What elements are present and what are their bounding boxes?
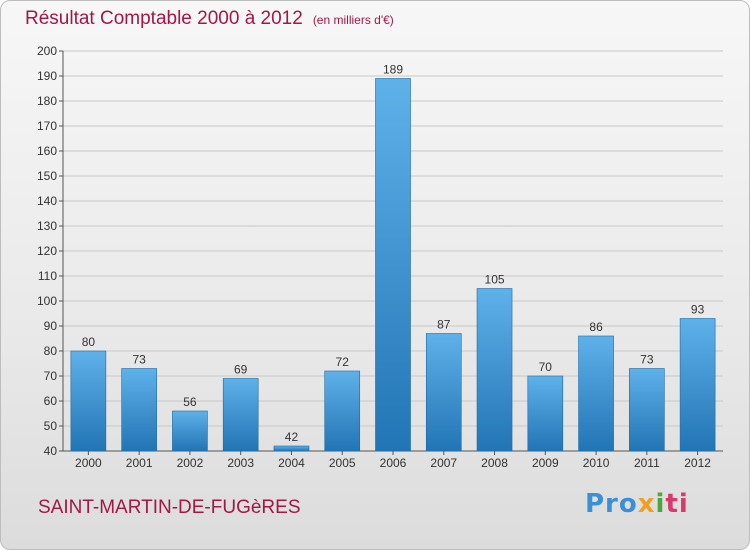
y-tick-label: 180 (37, 94, 57, 108)
x-tick-label: 2010 (583, 456, 610, 470)
y-tick-label: 60 (44, 394, 58, 408)
y-tick-label: 80 (44, 344, 58, 358)
x-tick-label: 2003 (227, 456, 254, 470)
bar (70, 350, 107, 452)
bar-value-label: 42 (285, 430, 299, 444)
x-tick-label: 2002 (177, 456, 204, 470)
x-tick-label: 2001 (126, 456, 153, 470)
y-tick-label: 170 (37, 119, 57, 133)
bar (273, 445, 310, 452)
bar-value-label: 73 (132, 353, 146, 367)
x-tick-label: 2012 (684, 456, 711, 470)
proxiti-logo[interactable]: Proxiti (585, 489, 689, 519)
logo-part-2: x (637, 489, 656, 519)
x-tick-label: 2011 (634, 456, 660, 470)
chart-title: Résultat Comptable 2000 à 2012 (25, 8, 303, 29)
x-tick-label: 2007 (430, 456, 457, 470)
bar (476, 288, 513, 452)
bar-value-label: 87 (437, 318, 451, 332)
bars (70, 78, 716, 452)
x-tick-label: 2006 (380, 456, 407, 470)
bar-value-label: 189 (383, 63, 403, 77)
y-tick-label: 140 (37, 194, 57, 208)
y-tick-label: 130 (37, 219, 57, 233)
x-tick-label: 2000 (75, 456, 102, 470)
bar-value-label: 69 (234, 363, 248, 377)
bar-value-label: 70 (539, 360, 553, 374)
logo-part-3: i (655, 489, 666, 519)
y-tick-label: 120 (37, 244, 57, 258)
bar-value-label: 80 (82, 335, 96, 349)
y-tick-label: 110 (38, 269, 57, 283)
y-tick-label: 200 (37, 44, 57, 58)
bar-value-label: 72 (336, 355, 350, 369)
bar (375, 78, 411, 452)
bar-value-label: 73 (640, 353, 654, 367)
chart-title-block: Résultat Comptable 2000 à 2012 (en millie… (25, 8, 394, 30)
y-tick-label: 50 (44, 419, 58, 433)
bar-value-label: 93 (691, 303, 705, 317)
bar (679, 318, 716, 452)
bar (527, 375, 564, 452)
logo-part-1: Pro (585, 489, 638, 519)
bar-value-label: 105 (485, 273, 505, 287)
y-tick-label: 190 (37, 69, 57, 83)
bar (425, 333, 462, 452)
x-tick-label: 2009 (532, 456, 559, 470)
y-tick-label: 150 (37, 169, 57, 183)
bar-value-label: 56 (183, 395, 197, 409)
y-tick-label: 40 (44, 444, 58, 458)
y-tick-label: 160 (37, 144, 57, 158)
town-name: SAINT-MARTIN-DE-FUGèRES (38, 497, 301, 518)
y-tick-label: 100 (37, 294, 57, 308)
bar (121, 368, 157, 452)
bar (578, 335, 614, 452)
x-tick-label: 2004 (278, 456, 305, 470)
labels: 80 2000 73 2001 56 2002 69 2003 42 2004 72 2005 189 2… (75, 63, 711, 471)
bar (629, 368, 665, 452)
bar (172, 410, 208, 452)
y-tick-label: 90 (44, 319, 58, 333)
bar (324, 370, 361, 452)
chart-unit: (en milliers d'€) (312, 13, 394, 27)
y-tick-label: 70 (44, 369, 58, 383)
x-tick-label: 2008 (481, 456, 508, 470)
bar (222, 378, 259, 452)
logo-part-4: ti (665, 489, 689, 519)
bar-value-label: 86 (589, 320, 603, 334)
x-tick-label: 2005 (329, 456, 356, 470)
